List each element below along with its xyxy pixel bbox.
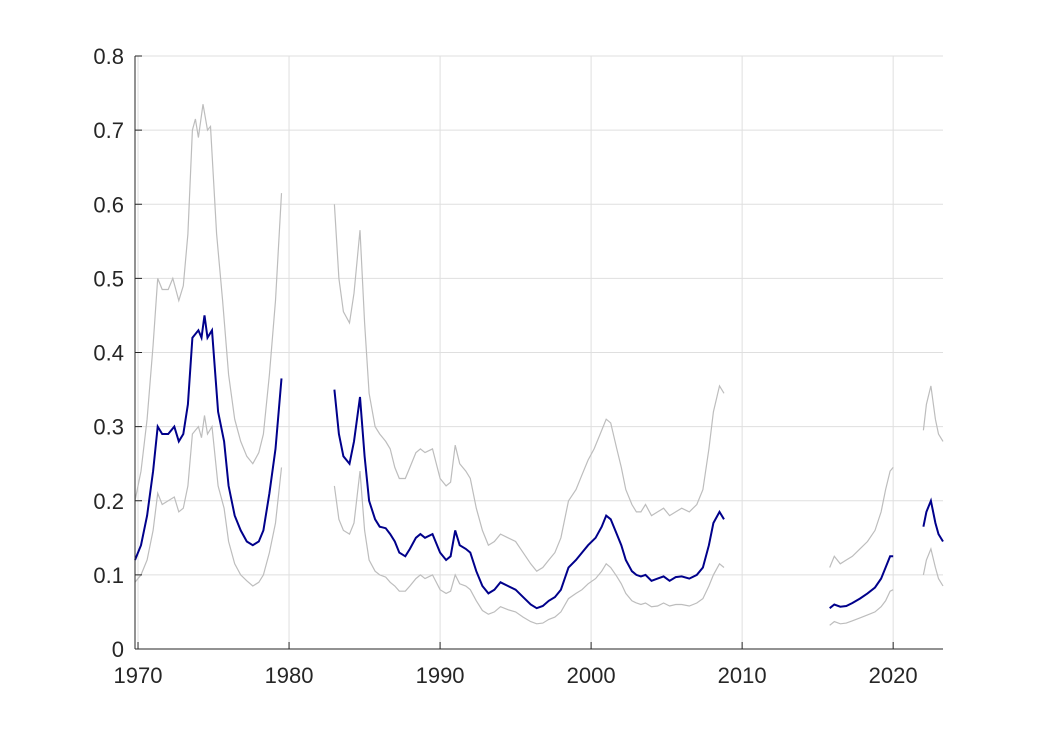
estimate-series xyxy=(134,315,944,610)
estimate-line-segment xyxy=(333,389,725,610)
upper-band-line-segment xyxy=(829,467,894,568)
estimate-line-segment xyxy=(829,555,894,609)
x-tick-label: 1980 xyxy=(265,663,314,688)
y-tick-label: 0 xyxy=(112,637,124,662)
grid xyxy=(135,55,943,650)
upper-band-line-segment xyxy=(333,204,725,572)
y-tick-label: 0.1 xyxy=(93,563,124,588)
y-tick-label: 0.8 xyxy=(93,44,124,69)
lower-band-line-segment xyxy=(134,415,283,587)
y-tick-label: 0.6 xyxy=(93,192,124,217)
x-tick-label: 1970 xyxy=(114,663,163,688)
y-tick-label: 0.7 xyxy=(93,118,124,143)
lower-band-line-segment xyxy=(829,589,894,626)
y-tick-label: 0.3 xyxy=(93,415,124,440)
lower-band-line-segment xyxy=(922,546,944,587)
estimate-line-segment xyxy=(134,315,283,561)
y-tick-label: 0.2 xyxy=(93,489,124,514)
lower-band-line-segment xyxy=(333,471,725,625)
y-tick-label: 0.4 xyxy=(93,341,124,366)
tick-labels: 1970 1980 1990 2000 2010 2020 0 0.1 0.2 0.3 0.4 0.5… xyxy=(93,44,917,688)
x-tick-label: 2020 xyxy=(869,663,918,688)
x-tick-label: 2000 xyxy=(567,663,616,688)
estimate-line-segment xyxy=(922,497,944,543)
upper-band-line-segment xyxy=(922,385,944,442)
confidence-bands xyxy=(134,104,944,626)
x-tick-label: 1990 xyxy=(416,663,465,688)
y-tick-label: 0.5 xyxy=(93,266,124,291)
upper-band-line-segment xyxy=(134,104,283,501)
axes xyxy=(134,55,943,650)
x-tick-label: 2010 xyxy=(718,663,767,688)
